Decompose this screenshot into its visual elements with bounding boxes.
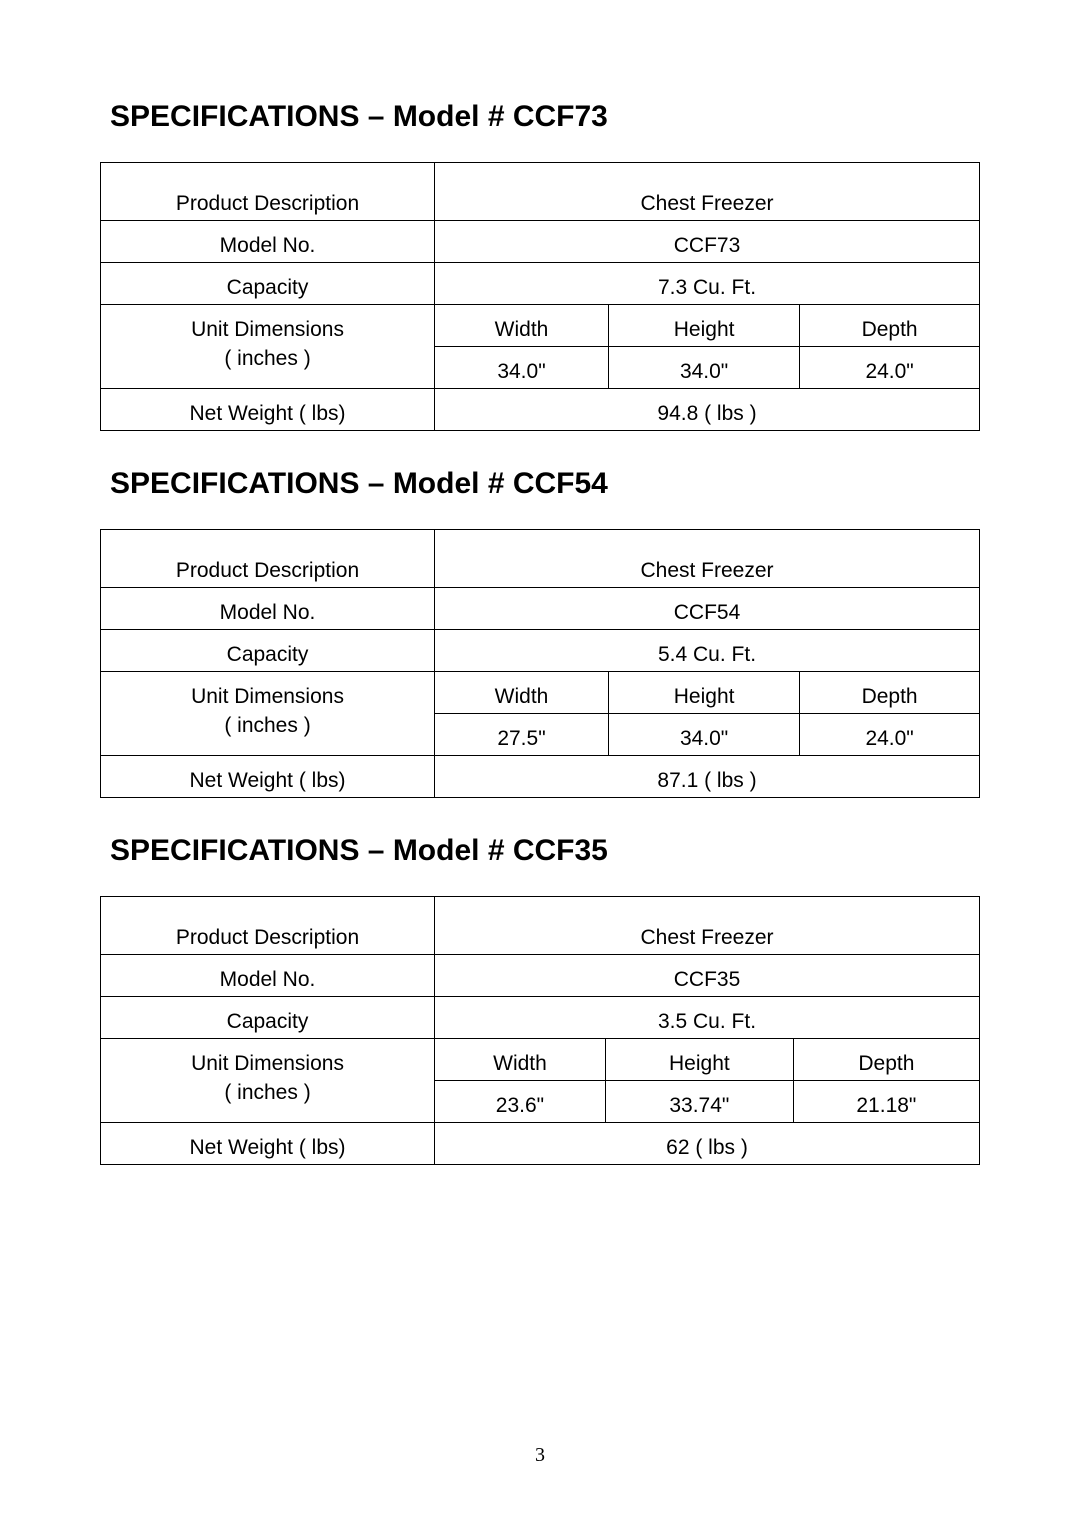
value-width: 27.5" (435, 714, 609, 756)
header-height: Height (608, 305, 799, 347)
value-net-weight: 62 ( lbs ) (435, 1123, 980, 1165)
section-heading: SPECIFICATIONS – Model # CCF73 (110, 100, 980, 134)
table-row: Capacity 3.5 Cu. Ft. (101, 997, 980, 1039)
unit-dimensions-line1: Unit Dimensions (191, 318, 344, 341)
spec-section-ccf54: SPECIFICATIONS – Model # CCF54 Product D… (100, 467, 980, 798)
table-row: Model No. CCF35 (101, 955, 980, 997)
value-net-weight: 87.1 ( lbs ) (435, 756, 980, 798)
header-height: Height (605, 1039, 793, 1081)
header-depth: Depth (800, 672, 980, 714)
label-capacity: Capacity (101, 263, 435, 305)
header-depth: Depth (800, 305, 980, 347)
label-model-no: Model No. (101, 221, 435, 263)
page-number: 3 (0, 1444, 1080, 1467)
label-unit-dimensions: Unit Dimensions ( inches ) (101, 305, 435, 389)
label-unit-dimensions: Unit Dimensions ( inches ) (101, 672, 435, 756)
value-depth: 24.0" (800, 347, 980, 389)
header-width: Width (435, 305, 609, 347)
label-product-description: Product Description (101, 163, 435, 221)
table-row: Product Description Chest Freezer (101, 530, 980, 588)
value-product-description: Chest Freezer (435, 897, 980, 955)
table-row: Capacity 7.3 Cu. Ft. (101, 263, 980, 305)
table-row: Net Weight ( lbs) 94.8 ( lbs ) (101, 389, 980, 431)
label-model-no: Model No. (101, 955, 435, 997)
unit-dimensions-line2: ( inches ) (224, 714, 310, 737)
value-width: 23.6" (435, 1081, 606, 1123)
value-capacity: 3.5 Cu. Ft. (435, 997, 980, 1039)
label-product-description: Product Description (101, 530, 435, 588)
table-row: Capacity 5.4 Cu. Ft. (101, 630, 980, 672)
spec-table: Product Description Chest Freezer Model … (100, 529, 980, 798)
value-product-description: Chest Freezer (435, 530, 980, 588)
label-model-no: Model No. (101, 588, 435, 630)
value-height: 33.74" (605, 1081, 793, 1123)
table-row: Net Weight ( lbs) 62 ( lbs ) (101, 1123, 980, 1165)
spec-table: Product Description Chest Freezer Model … (100, 896, 980, 1165)
label-net-weight: Net Weight ( lbs) (101, 1123, 435, 1165)
header-depth: Depth (793, 1039, 979, 1081)
value-net-weight: 94.8 ( lbs ) (435, 389, 980, 431)
value-model-no: CCF54 (435, 588, 980, 630)
spec-section-ccf35: SPECIFICATIONS – Model # CCF35 Product D… (100, 834, 980, 1165)
spec-table: Product Description Chest Freezer Model … (100, 162, 980, 431)
spec-section-ccf73: SPECIFICATIONS – Model # CCF73 Product D… (100, 100, 980, 431)
page: SPECIFICATIONS – Model # CCF73 Product D… (0, 0, 1080, 1527)
label-capacity: Capacity (101, 630, 435, 672)
table-row: Model No. CCF73 (101, 221, 980, 263)
header-height: Height (608, 672, 799, 714)
unit-dimensions-line2: ( inches ) (224, 347, 310, 370)
value-depth: 21.18" (793, 1081, 979, 1123)
header-width: Width (435, 1039, 606, 1081)
label-capacity: Capacity (101, 997, 435, 1039)
label-net-weight: Net Weight ( lbs) (101, 756, 435, 798)
value-product-description: Chest Freezer (435, 163, 980, 221)
unit-dimensions-line2: ( inches ) (224, 1081, 310, 1104)
table-row: Product Description Chest Freezer (101, 163, 980, 221)
label-unit-dimensions: Unit Dimensions ( inches ) (101, 1039, 435, 1123)
value-height: 34.0" (608, 347, 799, 389)
value-width: 34.0" (435, 347, 609, 389)
table-row: Net Weight ( lbs) 87.1 ( lbs ) (101, 756, 980, 798)
section-heading: SPECIFICATIONS – Model # CCF54 (110, 467, 980, 501)
label-net-weight: Net Weight ( lbs) (101, 389, 435, 431)
table-row: Product Description Chest Freezer (101, 897, 980, 955)
value-model-no: CCF35 (435, 955, 980, 997)
unit-dimensions-line1: Unit Dimensions (191, 685, 344, 708)
table-row: Unit Dimensions ( inches ) Width Height … (101, 305, 980, 347)
value-depth: 24.0" (800, 714, 980, 756)
value-capacity: 7.3 Cu. Ft. (435, 263, 980, 305)
table-row: Unit Dimensions ( inches ) Width Height … (101, 672, 980, 714)
value-model-no: CCF73 (435, 221, 980, 263)
header-width: Width (435, 672, 609, 714)
value-height: 34.0" (608, 714, 799, 756)
value-capacity: 5.4 Cu. Ft. (435, 630, 980, 672)
table-row: Model No. CCF54 (101, 588, 980, 630)
section-heading: SPECIFICATIONS – Model # CCF35 (110, 834, 980, 868)
unit-dimensions-line1: Unit Dimensions (191, 1052, 344, 1075)
label-product-description: Product Description (101, 897, 435, 955)
table-row: Unit Dimensions ( inches ) Width Height … (101, 1039, 980, 1081)
